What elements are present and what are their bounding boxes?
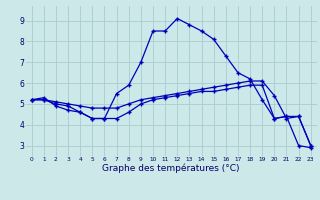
X-axis label: Graphe des températures (°C): Graphe des températures (°C): [102, 164, 240, 173]
